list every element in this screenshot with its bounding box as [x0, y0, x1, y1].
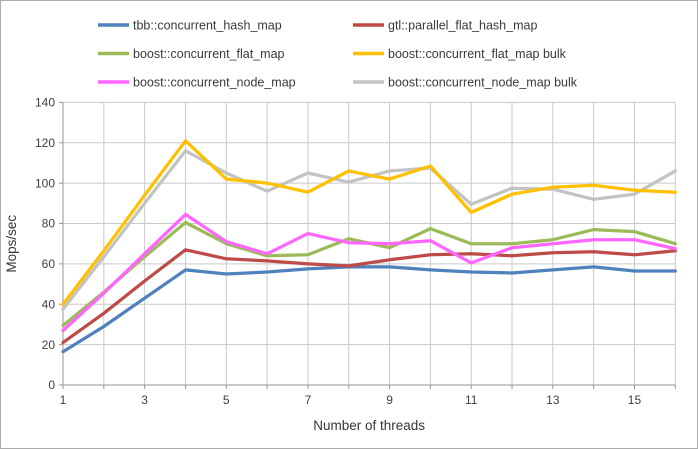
y-tick-label: 20 [42, 338, 56, 352]
x-tick-label: 7 [305, 393, 312, 407]
legend-item-5[interactable]: boost::concurrent_node_map bulk [353, 76, 578, 90]
x-tick-label: 3 [141, 393, 148, 407]
y-tick-label: 80 [42, 217, 56, 231]
legend-label-5: boost::concurrent_node_map bulk [388, 76, 578, 90]
y-tick-label: 120 [35, 136, 55, 150]
y-tick-label: 40 [42, 297, 56, 311]
legend-label-4: boost::concurrent_node_map [133, 76, 296, 90]
x-tick-label: 13 [546, 393, 560, 407]
legend-item-3[interactable]: boost::concurrent_flat_map bulk [353, 47, 567, 61]
x-tick-label: 5 [223, 393, 230, 407]
legend-label-3: boost::concurrent_flat_map bulk [388, 47, 567, 61]
y-tick-label: 140 [35, 96, 55, 110]
x-tick-label: 1 [60, 393, 67, 407]
legend-item-0[interactable]: tbb::concurrent_hash_map [98, 19, 282, 33]
legend-item-4[interactable]: boost::concurrent_node_map [98, 76, 296, 90]
legend-label-2: boost::concurrent_flat_map [133, 47, 285, 61]
x-tick-label: 11 [465, 393, 478, 407]
legend-label-1: gtl::parallel_flat_hash_map [388, 19, 537, 33]
y-axis-title: Mops/sec [4, 215, 19, 273]
x-tick-label: 9 [386, 393, 393, 407]
x-tick-label: 15 [628, 393, 642, 407]
series-line-1[interactable] [61, 248, 677, 345]
legend-label-0: tbb::concurrent_hash_map [133, 19, 282, 33]
y-tick-label: 100 [35, 176, 55, 190]
series-line-0[interactable] [61, 265, 677, 354]
x-axis-title: Number of threads [313, 418, 425, 433]
legend-item-1[interactable]: gtl::parallel_flat_hash_map [353, 19, 537, 33]
y-tick-label: 0 [48, 378, 55, 392]
y-tick-label: 60 [42, 257, 56, 271]
series-line-4[interactable] [61, 212, 677, 333]
series-line-3[interactable] [61, 139, 677, 306]
legend-item-2[interactable]: boost::concurrent_flat_map [98, 47, 285, 61]
